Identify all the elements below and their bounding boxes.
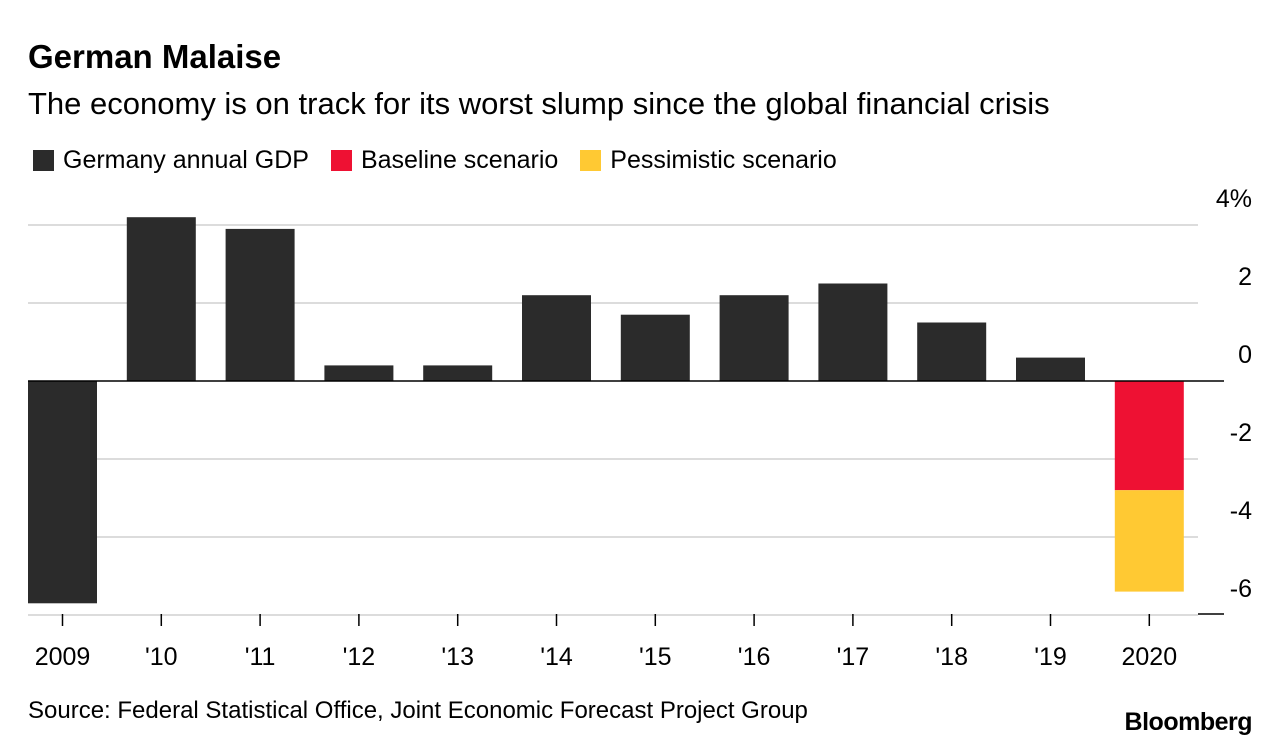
bar-gdp bbox=[522, 295, 591, 381]
bar-baseline bbox=[1114, 381, 1184, 491]
x-tick-label: '14 bbox=[540, 643, 573, 671]
legend-label-gdp: Germany annual GDP bbox=[63, 146, 309, 174]
y-tick-label: -2 bbox=[1230, 419, 1252, 447]
y-tick-label: 4% bbox=[1216, 185, 1252, 213]
x-tick-label: '10 bbox=[145, 643, 178, 671]
x-tick-label: '16 bbox=[738, 643, 771, 671]
legend-swatch-pessimistic bbox=[580, 150, 602, 171]
bar-gdp bbox=[917, 322, 987, 381]
y-tick-label: -6 bbox=[1230, 575, 1252, 603]
bloomberg-logo: Bloomberg bbox=[1124, 708, 1253, 736]
bar-gdp bbox=[818, 283, 888, 381]
x-tick-label: '18 bbox=[935, 643, 968, 671]
bar-gdp bbox=[620, 314, 690, 381]
source-note: Source: Federal Statistical Office, Join… bbox=[28, 697, 808, 724]
x-tick-label: '17 bbox=[837, 643, 870, 671]
bar-gdp bbox=[28, 381, 97, 604]
legend-item-baseline: Baseline scenario bbox=[330, 146, 559, 175]
bar-gdp bbox=[225, 228, 295, 381]
bar-gdp bbox=[423, 365, 493, 381]
legend-label-pessimistic: Pessimistic scenario bbox=[610, 146, 837, 174]
bar-gdp bbox=[324, 365, 394, 381]
chart-title: German Malaise bbox=[28, 38, 282, 75]
bar-gdp bbox=[1016, 357, 1085, 381]
legend-swatch-baseline bbox=[330, 150, 352, 171]
bar-pessimistic bbox=[1114, 490, 1184, 592]
legend: Germany annual GDP Baseline scenario Pes… bbox=[33, 146, 859, 175]
x-tick-label: '12 bbox=[343, 643, 376, 671]
legend-swatch-gdp bbox=[33, 150, 54, 171]
bar-gdp bbox=[719, 295, 789, 381]
x-tick-label: '15 bbox=[639, 643, 672, 671]
legend-item-gdp: Germany annual GDP bbox=[33, 146, 309, 175]
x-tick-label: 2020 bbox=[1121, 643, 1177, 671]
x-tick-label: '11 bbox=[245, 643, 276, 671]
x-tick-label: '19 bbox=[1034, 643, 1067, 671]
y-tick-label: -4 bbox=[1230, 497, 1252, 525]
x-tick-label: '13 bbox=[441, 643, 474, 671]
y-tick-label: 0 bbox=[1238, 341, 1252, 369]
legend-item-pessimistic: Pessimistic scenario bbox=[580, 146, 837, 175]
y-tick-label: 2 bbox=[1238, 263, 1252, 291]
chart-subtitle: The economy is on track for its worst sl… bbox=[28, 86, 1050, 121]
legend-label-baseline: Baseline scenario bbox=[360, 146, 559, 174]
x-tick-label: 2009 bbox=[35, 643, 91, 671]
bar-gdp bbox=[126, 217, 196, 381]
